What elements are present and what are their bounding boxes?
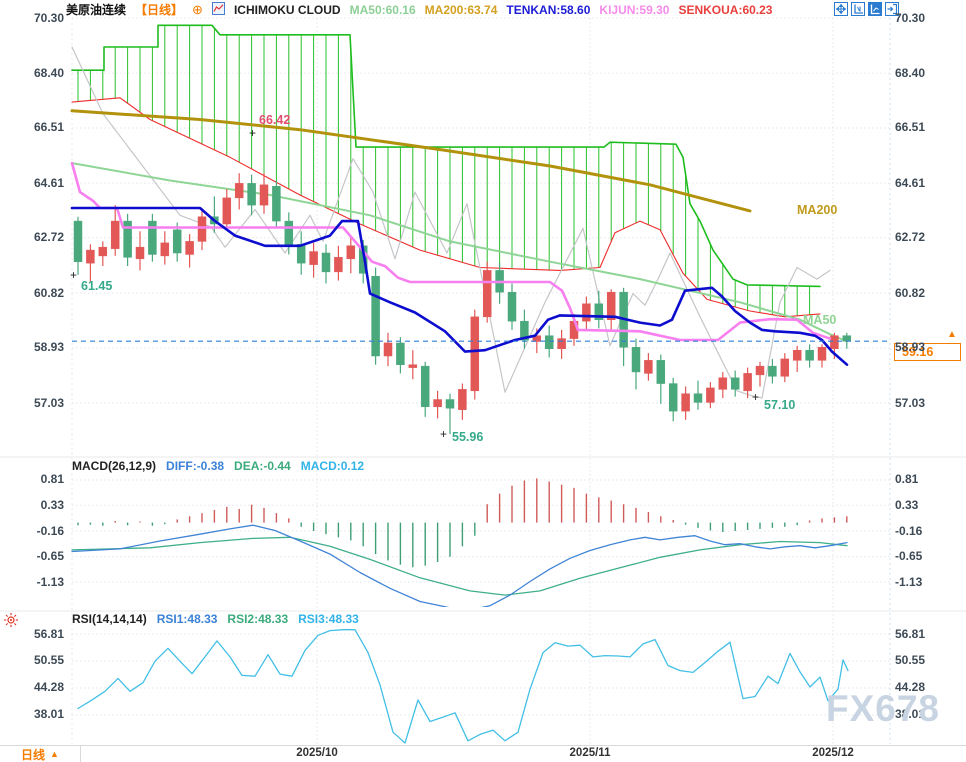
- chart-canvas[interactable]: [0, 0, 966, 762]
- trading-chart-app: 美原油连续 【日线】 ⊕ ICHIMOKU CLOUD MA50:60.16 M…: [0, 0, 966, 762]
